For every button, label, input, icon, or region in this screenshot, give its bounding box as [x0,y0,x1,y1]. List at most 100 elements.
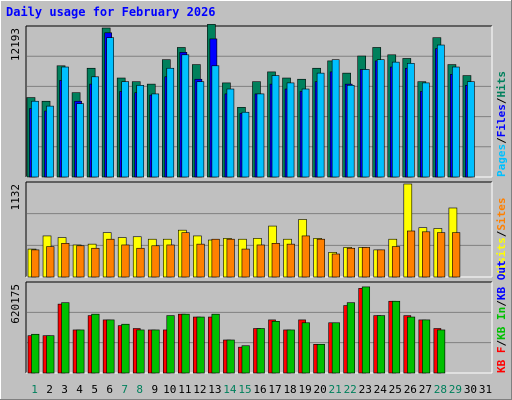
bar-sites [437,232,446,278]
bar-pages [452,66,460,178]
bar-kb-in [76,329,85,374]
day-label: 14 [223,383,237,396]
y-max-label-kb: 620175 [9,284,22,324]
bar-kb-in [61,302,70,374]
bar-pages [437,44,445,178]
panel-kbin-kbout [25,281,493,374]
bar-pages [331,59,340,178]
bar-pages [467,81,475,178]
day-label: 5 [91,383,98,396]
bar-sites [31,249,40,278]
bar-sites [106,238,115,278]
day-label: 10 [163,383,176,396]
day-label: 19 [298,383,311,396]
bar-kb-in [106,319,115,374]
bar-kb-in [286,329,295,374]
bar-pages [407,63,415,178]
legend-visits-sites: Visits/Sites [495,198,508,278]
bar-sites [121,244,130,278]
bar-sites [301,235,310,278]
bar-kb-in [346,302,355,374]
day-label: 13 [208,383,221,396]
legend-separator: / [495,340,508,347]
bar-kb-in [31,333,40,374]
bar-pages [76,103,84,178]
legend-text: KB F/KB In/KB Out [495,260,508,373]
bar-pages [166,67,175,178]
bar-pages [241,111,250,178]
y-max-label-hits: 12193 [9,28,22,61]
bar-pages [316,72,325,178]
bar-pages [271,75,280,178]
bar-kb-in [211,313,220,374]
day-label: 27 [419,383,432,396]
day-label: 16 [253,383,266,396]
bar-pages [286,82,295,178]
bar-sites [376,249,386,278]
bar-sites [61,243,70,278]
bar-sites [422,231,431,278]
bar-kb-in [361,286,371,374]
bar-sites [256,244,265,278]
bar-pages [422,82,430,178]
legend-separator: / [495,137,508,144]
day-label: 2 [46,383,53,396]
day-label: 25 [389,383,402,396]
bar-sites [76,245,85,278]
bar-sites [331,253,340,278]
bar-kb-in [241,345,250,374]
bar-pages [121,81,129,178]
bar-sites [361,247,371,278]
bar-sites [391,246,401,278]
bar-pages [376,59,385,178]
legend-separator: / [495,300,508,307]
bar-pages [361,69,370,178]
bar-kb-in [422,319,431,374]
bar-sites [407,230,416,278]
day-label: 28 [434,383,447,396]
day-label: 4 [76,383,83,396]
panel-visits-sites [25,181,493,278]
bar-sites [46,246,55,278]
day-label: 26 [404,383,417,396]
bar-kb-in [46,335,55,374]
bar-kb-in [181,313,190,374]
legend-visits: Visits [495,237,508,277]
legend-hits-files-pages: Pages/Files/Hits [495,71,508,177]
bar-pages [136,85,145,178]
bar-sites [241,248,250,278]
chart-title: Daily usage for February 2026 [6,5,216,19]
bar-kb-in [437,329,446,374]
legend-pages: Pages [495,144,508,177]
legend-kb-in: KB In [495,307,508,340]
legend-text: Visits/Sites [495,198,508,278]
bar-kb-in [91,313,100,374]
day-label: 6 [106,383,113,396]
legend-kbin-kbout: KB F/KB In/KB Out [495,260,508,373]
legend-kb-out: KB Out [495,260,508,300]
legend-sites: Sites [495,198,508,231]
bar-sites [316,238,325,278]
day-label: 8 [136,383,143,396]
bar-sites [166,244,175,278]
bar-pages [301,88,310,178]
day-label: 15 [238,383,251,396]
x-axis-day-labels: 1 2 3 4 5 6 7 8 9 10 11 12 13 14 15 16 17 18 19 20 21 22 23 24 2… [31,383,492,396]
bar-kb-in [376,315,386,374]
day-label: 22 [344,383,357,396]
bar-kb-in [121,323,130,374]
day-label: 12 [193,383,206,396]
bar-pages [196,81,205,178]
bar-pages [226,88,235,178]
bar-pages [256,93,265,178]
bar-pages [391,61,400,178]
bar-sites [452,232,461,278]
bar-kb-in [331,322,340,374]
day-label: 1 [31,383,38,396]
day-label: 3 [61,383,68,396]
day-label: 30 [464,383,477,396]
legend-separator: / [495,97,508,104]
bar-sites [211,238,220,278]
day-label: 9 [151,383,158,396]
bar-pages [151,93,160,178]
